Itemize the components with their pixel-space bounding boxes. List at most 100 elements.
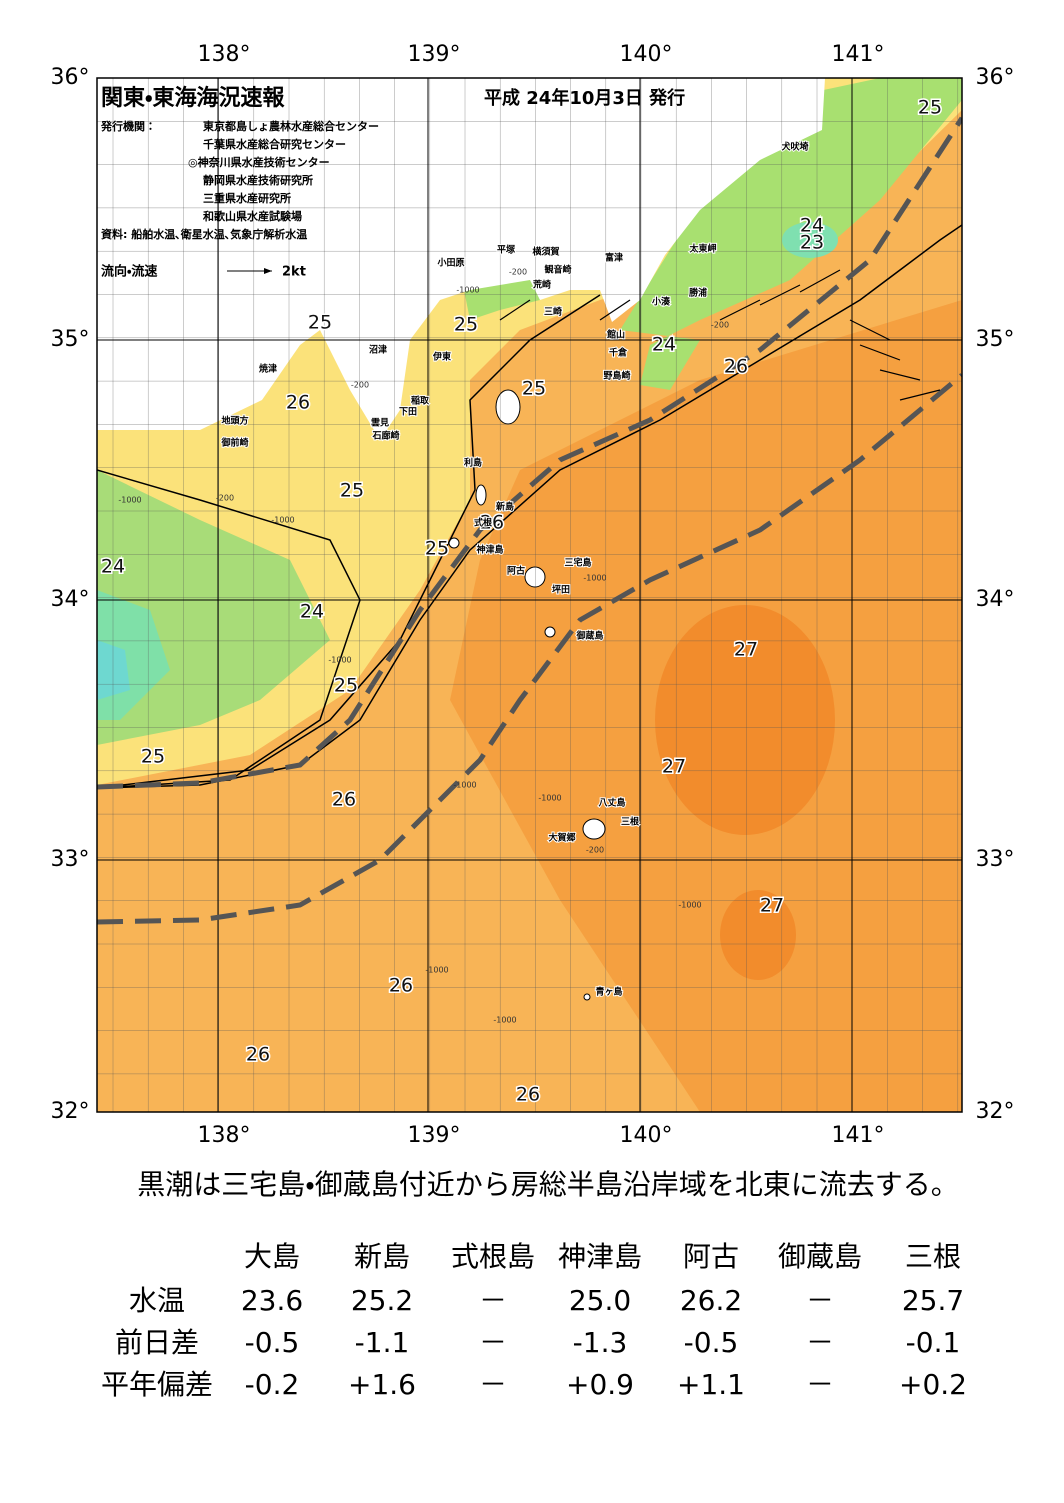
legend-arrow-head <box>264 268 272 274</box>
title: 関東・東海海況速報 <box>101 85 285 111</box>
lat-label: 34° <box>976 587 1015 612</box>
lon-label: 138° <box>198 1123 251 1148</box>
depth-label: -1000 <box>538 794 561 803</box>
depth-label: -200 <box>586 846 604 855</box>
row-label: 平年偏差 <box>101 1368 213 1401</box>
isotherm-label: 25 <box>522 378 546 400</box>
source: 資料: 船舶水温､衛星水温､気象庁解析水温 <box>101 227 307 241</box>
table-cell: 25.0 <box>569 1284 631 1317</box>
table-header: 大島 <box>244 1240 300 1273</box>
island <box>582 818 606 840</box>
isotherm-label: 26 <box>516 1084 540 1106</box>
lon-label: 141° <box>832 42 885 67</box>
place-name: 太東岬 <box>688 243 716 255</box>
isotherm-label: 24 <box>800 215 824 237</box>
place-name: 御蔵島 <box>575 630 603 642</box>
isotherm-label: 26 <box>389 975 413 997</box>
place-name: 横須賀 <box>532 246 559 258</box>
kuroshio-axis <box>97 373 962 925</box>
table-cell: － <box>479 1326 507 1359</box>
place-name: 小湊 <box>651 296 671 308</box>
table-header: 御蔵島 <box>778 1240 862 1273</box>
isotherm-label: 26 <box>246 1044 270 1066</box>
table-header: 三根 <box>905 1240 961 1273</box>
lat-label: 32° <box>976 1099 1015 1124</box>
island <box>583 993 591 1001</box>
place-name: 三崎 <box>544 306 562 318</box>
place-name: 地頭方 <box>221 415 248 427</box>
place-name: 平塚 <box>497 244 516 256</box>
publisher: 三重県水産研究所 <box>203 191 291 205</box>
isotherm-label: 26 <box>480 512 504 534</box>
table-cell: -0.1 <box>906 1326 961 1359</box>
place-name: 千倉 <box>609 347 628 359</box>
isotherm-label: 25 <box>334 675 358 697</box>
place-name: 阿古 <box>507 565 525 577</box>
place-name: 犬吠埼 <box>780 141 808 153</box>
sea-27 <box>655 605 835 835</box>
place-name: 坪田 <box>552 584 570 596</box>
table-cell: 25.7 <box>902 1284 964 1317</box>
isotherm-label: 24 <box>101 556 125 578</box>
isotherm-label: 25 <box>141 746 165 768</box>
contour <box>97 294 601 789</box>
place-name: 雲見 <box>371 417 389 429</box>
lon-label: 140° <box>620 1123 673 1148</box>
depth-label: -1000 <box>453 781 476 790</box>
isotherm-label: 25 <box>340 480 364 502</box>
isotherm-label: 25 <box>918 97 942 119</box>
table-header: 新島 <box>354 1240 410 1273</box>
lon-label: 140° <box>620 42 673 67</box>
isotherm-label: 25 <box>454 314 478 336</box>
lon-label: 139° <box>408 1123 461 1148</box>
lat-label: 35° <box>976 327 1015 352</box>
table-header: 式根島 <box>451 1240 535 1273</box>
place-name: 御前崎 <box>220 437 248 449</box>
publisher: 和歌山県水産試験場 <box>203 209 302 223</box>
grid <box>97 78 962 1112</box>
isotherm-label: 27 <box>662 756 686 778</box>
row-label: 前日差 <box>115 1326 199 1359</box>
place-name: 館山 <box>606 329 625 341</box>
depth-label: -1000 <box>271 516 294 525</box>
table-cell: +1.1 <box>677 1368 745 1401</box>
lon-label: 139° <box>408 42 461 67</box>
place-name: 石廊崎 <box>371 430 399 442</box>
table-cell: -0.2 <box>245 1368 300 1401</box>
isotherm-label: 26 <box>332 789 356 811</box>
publisher: 千葉県水産総合研究センター <box>203 137 346 151</box>
place-name: 荒崎 <box>532 279 551 291</box>
island <box>524 566 546 588</box>
table-header: 神津島 <box>558 1240 642 1273</box>
table-cell: -0.5 <box>245 1326 300 1359</box>
row-label: 水温 <box>129 1284 185 1317</box>
publisher: ◎神奈川県水産技術センター <box>188 155 330 169</box>
sea-27 <box>720 890 796 980</box>
island <box>544 626 556 638</box>
place-name: 稲取 <box>411 395 430 407</box>
place-name: 沼津 <box>369 344 387 356</box>
depth-label: -1000 <box>583 574 606 583</box>
lat-label: 32° <box>51 1099 90 1124</box>
lon-label: 141° <box>832 1123 885 1148</box>
lon-label: 138° <box>198 42 251 67</box>
place-name: 小田原 <box>436 257 464 269</box>
table-cell: － <box>806 1368 834 1401</box>
island <box>475 484 487 506</box>
place-name: 野島崎 <box>603 370 630 382</box>
lat-label: 36° <box>976 65 1015 90</box>
place-name: 焼津 <box>259 363 277 375</box>
place-name: 観音崎 <box>544 264 571 276</box>
isotherm-label: 27 <box>734 639 758 661</box>
depth-label: -1000 <box>493 1016 516 1025</box>
contour <box>97 224 962 789</box>
table-cell: +0.2 <box>899 1368 967 1401</box>
lat-label: 33° <box>976 847 1015 872</box>
place-name: 三宅島 <box>564 557 591 569</box>
depth-label: -200 <box>711 321 729 330</box>
table-header: 阿古 <box>683 1240 739 1273</box>
lat-label: 33° <box>51 847 90 872</box>
place-name: 三根 <box>621 816 640 828</box>
